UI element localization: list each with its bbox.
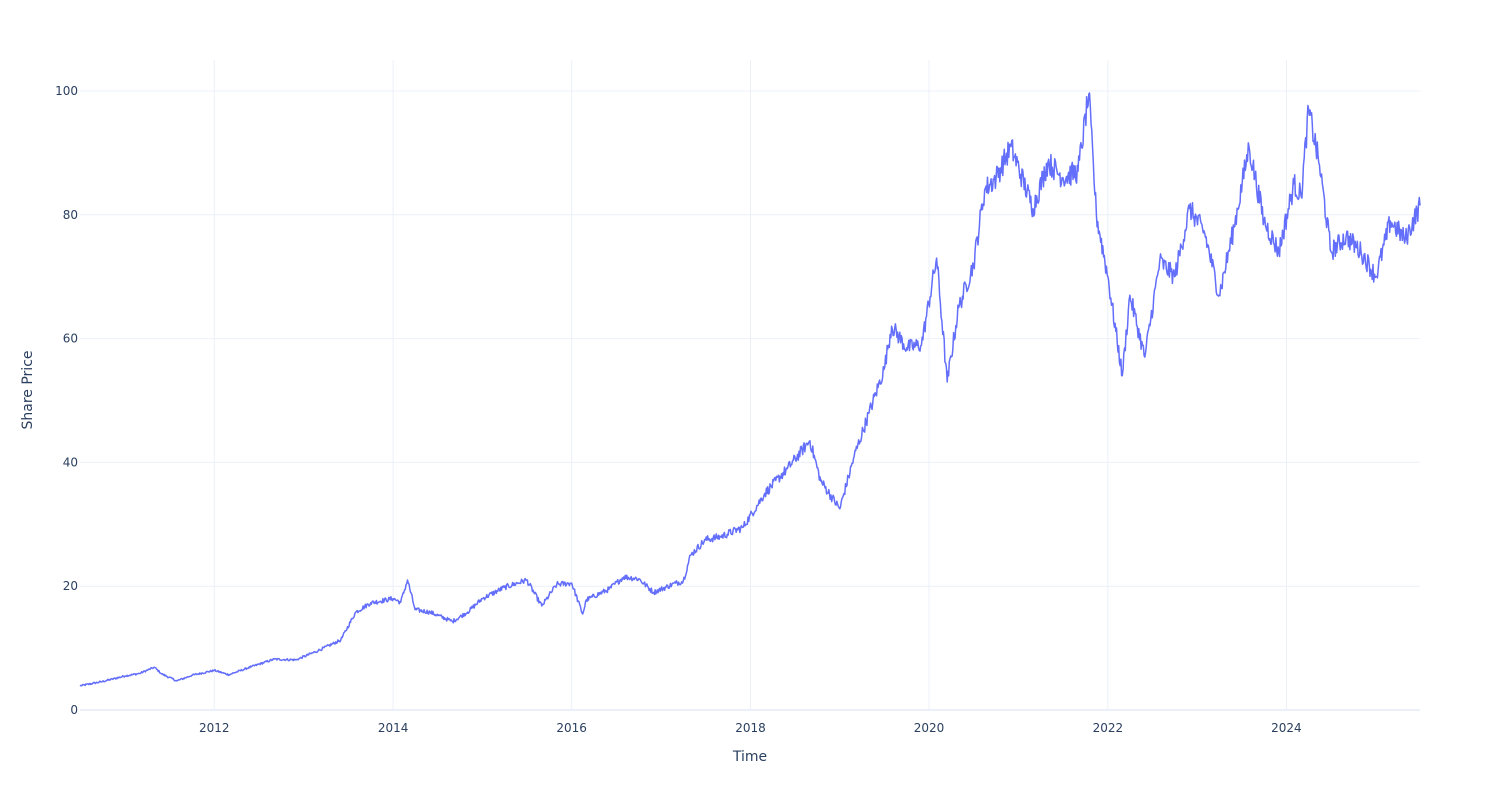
y-axis-title: Share Price [20, 350, 36, 429]
x-tick-2024: 2024 [1271, 721, 1302, 735]
y-tick-0: 0 [70, 703, 78, 717]
x-tick-2016: 2016 [556, 721, 587, 735]
x-tick-2018: 2018 [735, 721, 766, 735]
y-tick-80: 80 [63, 208, 78, 222]
series-line-0 [79, 92, 1421, 687]
y-grid [80, 90, 1420, 711]
y-tick-20: 20 [63, 579, 78, 593]
y-tick-100: 100 [55, 84, 78, 98]
x-tick-2022: 2022 [1093, 721, 1124, 735]
x-tick-labels: 2012 2014 2016 2018 2020 2022 2024 [199, 721, 1302, 735]
x-tick-2014: 2014 [378, 721, 409, 735]
plot-area [79, 92, 1421, 687]
x-grid [213, 60, 1287, 710]
x-tick-2020: 2020 [914, 721, 945, 735]
y-tick-40: 40 [63, 455, 78, 469]
y-tick-60: 60 [63, 332, 78, 346]
x-tick-2012: 2012 [199, 721, 230, 735]
x-axis-title: Time [732, 749, 767, 765]
y-tick-labels: 0 20 40 60 80 100 [55, 84, 78, 717]
